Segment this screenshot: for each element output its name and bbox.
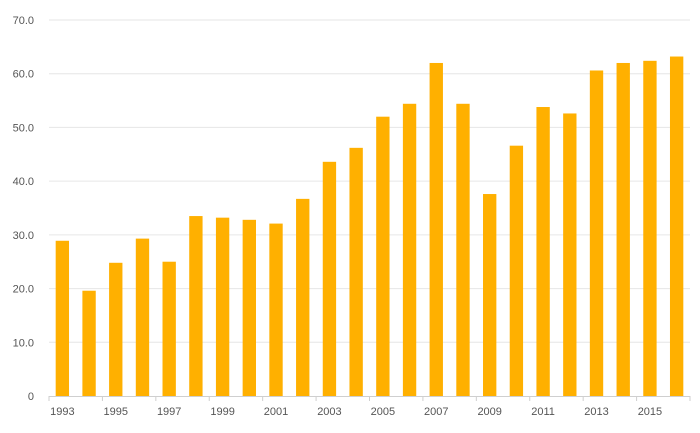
- x-tick-label: 2013: [584, 406, 608, 418]
- y-tick-label: 10.0: [13, 337, 34, 349]
- bar-2001: [269, 223, 283, 396]
- bar-2007: [429, 62, 443, 396]
- x-tick-label: 1995: [104, 406, 128, 418]
- x-tick-label: 2015: [638, 406, 662, 418]
- bar-2010: [509, 145, 524, 396]
- x-tick-label: 1993: [50, 406, 74, 418]
- y-tick-label: 20.0: [13, 284, 34, 296]
- x-axis-tick-labels: 1993 1995 1997 1999 2001 2003 2005 2007 2009 2011…: [50, 406, 662, 418]
- y-tick-label: 30.0: [13, 230, 34, 242]
- y-tick-label: 0: [28, 391, 34, 403]
- x-tick-label: 2011: [531, 406, 555, 418]
- y-tick-label: 60.0: [13, 69, 34, 81]
- bar-2013: [589, 70, 604, 397]
- bar-2006: [402, 103, 417, 396]
- bar-1995: [109, 262, 123, 396]
- x-tick-label: 2007: [424, 406, 448, 418]
- bar-1996: [135, 238, 150, 396]
- bar-2009: [483, 194, 497, 396]
- bar-1997: [162, 261, 176, 396]
- x-tick-label: 2001: [264, 406, 288, 418]
- x-tick-label: 1997: [157, 406, 181, 418]
- bar-2005: [376, 116, 390, 396]
- bar-2014: [616, 62, 630, 396]
- bar-1999: [215, 217, 230, 396]
- bars: [55, 56, 684, 397]
- bar-1994: [82, 290, 96, 396]
- y-tick-label: 40.0: [13, 176, 34, 188]
- x-tick-label: 2009: [477, 406, 501, 418]
- bar-1998: [189, 216, 203, 396]
- x-tick-label: 2005: [371, 406, 395, 418]
- bar-2003: [322, 161, 337, 396]
- y-tick-label: 70.0: [13, 15, 34, 27]
- bar-2012: [563, 113, 577, 397]
- y-tick-label: 50.0: [13, 122, 34, 134]
- y-axis-tick-labels: 0 10.0 20.0 30.0 40.0 50.0 60.0 70.0: [13, 15, 34, 403]
- bar-2016: [669, 56, 684, 396]
- x-tick-label: 1999: [210, 406, 234, 418]
- bar-2002: [296, 198, 310, 396]
- bar-1993: [55, 240, 70, 396]
- gridlines: [49, 19, 690, 343]
- bar-2008: [456, 103, 470, 396]
- bar-2015: [643, 60, 657, 396]
- bar-2000: [242, 219, 256, 396]
- bar-2004: [349, 147, 363, 396]
- bar-2011: [536, 107, 550, 397]
- x-axis: [48, 396, 691, 401]
- x-tick-label: 2003: [317, 406, 341, 418]
